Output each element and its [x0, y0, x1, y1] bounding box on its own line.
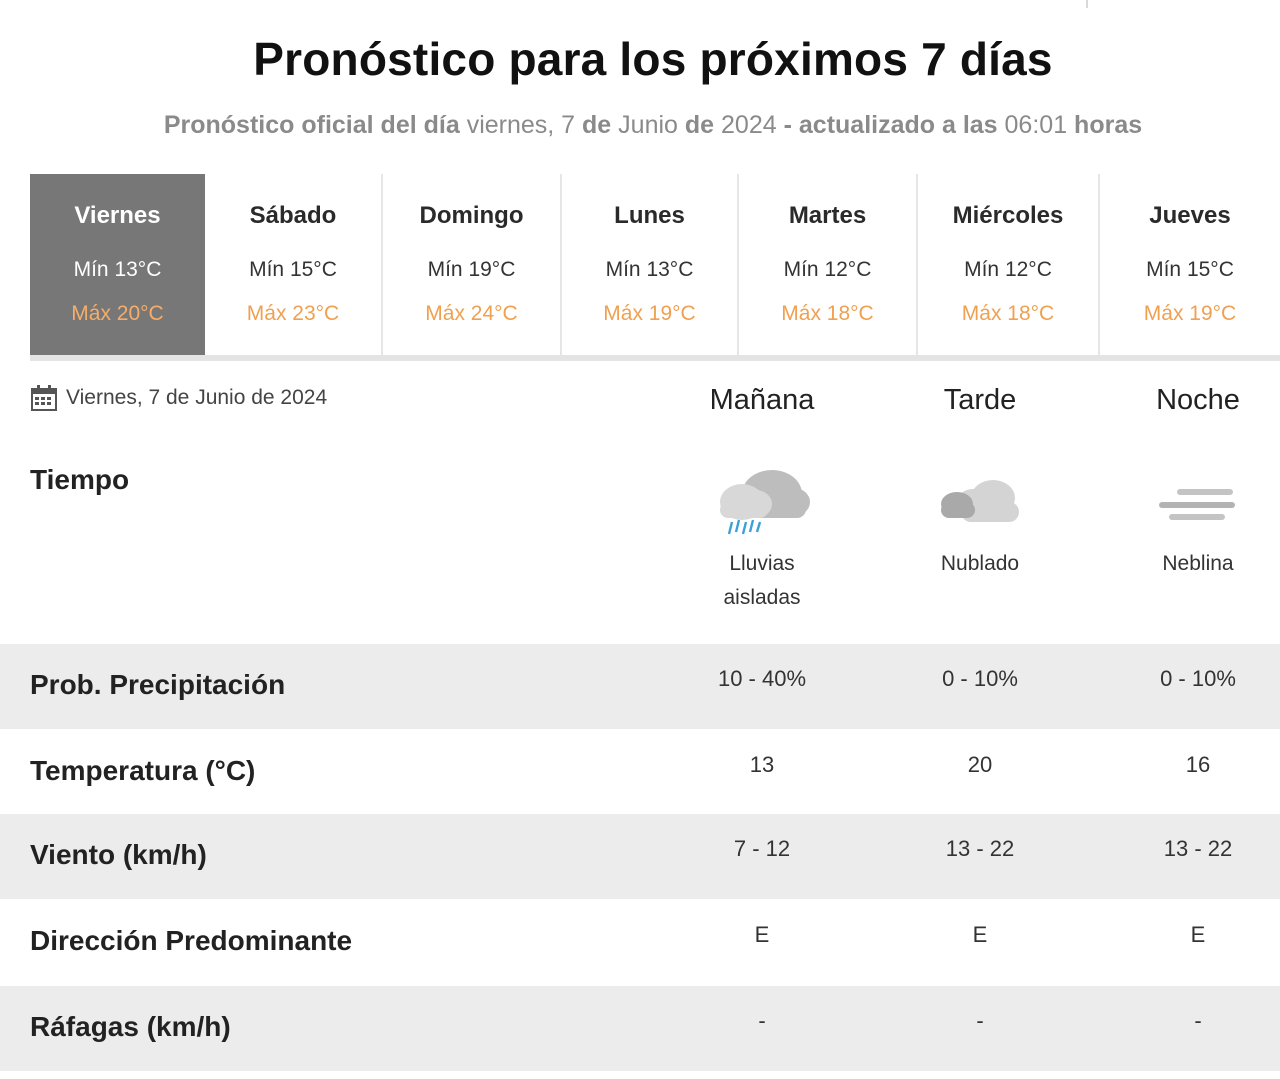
day-tab-viernes[interactable]: Viernes Mín 13°C Máx 20°C — [30, 174, 205, 355]
day-min-temp: Mín 13°C — [73, 258, 162, 281]
subtitle-de: de — [582, 111, 612, 139]
selected-date-text: Viernes, 7 de Junio de 2024 — [66, 386, 328, 409]
rain-cloud-icon — [720, 470, 810, 535]
weather-desc-manana: Lluvias aisladas — [662, 547, 862, 615]
weather-desc-tarde: Nublado — [880, 547, 1080, 581]
calendar-icon — [31, 385, 57, 411]
weather-desc-line: aisladas — [723, 586, 801, 609]
period-header-noche: Noche — [1156, 384, 1240, 416]
weather-desc-line: Nublado — [940, 552, 1020, 575]
cell-tarde: 20 — [967, 752, 993, 777]
row-temperatura: Temperatura (°C) 13 20 16 — [0, 730, 1280, 815]
row-direccion: Dirección Predominante E E E — [0, 900, 1280, 985]
page-title: Pronóstico para los próximos 7 días — [253, 33, 1053, 85]
cell-tarde: 13 - 22 — [945, 836, 1015, 861]
cell-noche: 16 — [1185, 752, 1211, 777]
day-max-temp: Máx 19°C — [603, 302, 696, 325]
cell-tarde: - — [976, 1008, 984, 1033]
row-viento: Viento (km/h) 7 - 12 13 - 22 13 - 22 — [0, 814, 1280, 899]
cell-manana: E — [754, 922, 770, 947]
day-tab-domingo[interactable]: Domingo Mín 19°C Máx 24°C — [383, 174, 562, 355]
cloud-icon — [941, 480, 1019, 522]
cell-noche: - — [1194, 1008, 1202, 1033]
top-divider — [1086, 0, 1088, 8]
day-name: Sábado — [249, 202, 337, 229]
day-name: Domingo — [419, 202, 524, 229]
day-max-temp: Máx 18°C — [961, 302, 1055, 325]
row-prob-precipitacion: Prob. Precipitación 10 - 40% 0 - 10% 0 -… — [0, 644, 1280, 729]
row-label: Temperatura (°C) — [30, 755, 256, 786]
subtitle-prefix: Pronóstico oficial del día — [163, 111, 460, 139]
cell-tarde: 0 - 10% — [942, 666, 1018, 691]
subtitle-month: Junio — [618, 111, 678, 139]
weather-desc-line: Lluvias — [729, 552, 795, 575]
cell-manana: 7 - 12 — [733, 836, 791, 861]
cell-tarde: E — [972, 922, 988, 947]
weather-desc-noche: Neblina — [1098, 547, 1280, 581]
day-tab-sabado[interactable]: Sábado Mín 15°C Máx 23°C — [205, 174, 383, 355]
day-min-temp: Mín 12°C — [783, 258, 872, 281]
day-tab-jueves[interactable]: Jueves Mín 15°C Máx 19°C — [1100, 174, 1280, 355]
subtitle-date: viernes, 7 — [466, 111, 576, 139]
day-max-temp: Máx 24°C — [425, 302, 518, 325]
day-min-temp: Mín 12°C — [964, 258, 1052, 281]
cell-manana: 13 — [749, 752, 775, 777]
cell-noche: E — [1190, 922, 1206, 947]
day-min-temp: Mín 15°C — [1146, 258, 1234, 281]
day-tab-lunes[interactable]: Lunes Mín 13°C Máx 19°C — [562, 174, 739, 355]
period-header-tarde: Tarde — [943, 384, 1017, 416]
subtitle-updated: - actualizado a las — [783, 111, 998, 139]
day-max-temp: Máx 18°C — [781, 302, 874, 325]
day-selector: Viernes Mín 13°C Máx 20°C Sábado Mín 15°… — [30, 174, 1280, 361]
day-max-temp: Máx 23°C — [246, 302, 340, 325]
cell-noche: 0 - 10% — [1160, 666, 1236, 691]
row-label: Dirección Predominante — [30, 925, 353, 956]
row-rafagas: Ráfagas (km/h) - - - — [0, 986, 1280, 1071]
row-label: Ráfagas (km/h) — [30, 1011, 231, 1042]
selected-date: Viernes, 7 de Junio de 2024 — [30, 384, 327, 412]
day-name: Miércoles — [952, 202, 1064, 229]
day-name: Martes — [788, 202, 867, 229]
day-name: Viernes — [74, 202, 161, 229]
fog-icon — [1159, 489, 1235, 520]
day-name: Lunes — [614, 202, 685, 229]
cell-manana: 10 - 40% — [717, 666, 807, 691]
day-min-temp: Mín 19°C — [427, 258, 516, 281]
day-max-temp: Máx 20°C — [71, 302, 164, 325]
subtitle-year: 2024 — [721, 111, 777, 139]
row-label: Prob. Precipitación — [30, 669, 286, 700]
day-max-temp: Máx 19°C — [1143, 302, 1237, 325]
day-min-temp: Mín 15°C — [249, 258, 337, 281]
day-name: Jueves — [1149, 202, 1231, 229]
day-min-temp: Mín 13°C — [605, 258, 694, 281]
subtitle-de: de — [684, 111, 715, 139]
subtitle-time: 06:01 — [1004, 111, 1068, 139]
row-label: Viento (km/h) — [30, 839, 207, 870]
day-tab-martes[interactable]: Martes Mín 12°C Máx 18°C — [739, 174, 918, 355]
subtitle-suffix: horas — [1074, 111, 1143, 139]
row-label-tiempo: Tiempo — [30, 464, 130, 495]
weather-desc-line: Neblina — [1162, 552, 1234, 575]
page-subtitle: Pronóstico oficial del día viernes, 7 de… — [0, 111, 1280, 140]
period-header-manana: Mañana — [709, 384, 815, 416]
cell-noche: 13 - 22 — [1163, 836, 1233, 861]
cell-manana: - — [758, 1008, 766, 1033]
day-tab-miercoles[interactable]: Miércoles Mín 12°C Máx 18°C — [918, 174, 1100, 355]
